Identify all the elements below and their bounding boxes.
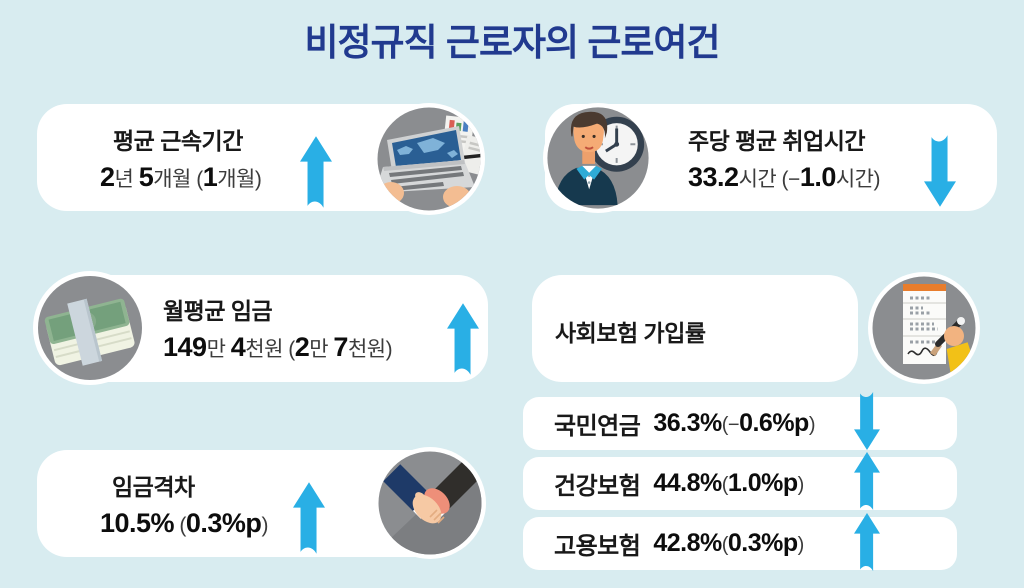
social-insurance-label: 사회보험 가입률 xyxy=(555,320,706,346)
work-hours-text: 주당 평균 취업시간 33.2시간 (−1.0시간) xyxy=(688,122,881,193)
up-arrow-icon xyxy=(854,452,880,510)
national-pension-label: 국민연금 xyxy=(554,413,641,440)
wage-label: 월평균 임금 xyxy=(163,298,273,324)
work-hours-label: 주당 평균 취업시간 xyxy=(688,128,866,154)
employment-insurance-label: 고용보험 xyxy=(554,533,641,560)
down-arrow-icon xyxy=(924,135,956,207)
wage-gap-value: 10.5% (0.3%p) xyxy=(100,508,268,538)
tenure-label: 평균 근속기간 xyxy=(113,128,243,154)
work-hours-value: 33.2시간 (−1.0시간) xyxy=(688,162,881,192)
national-pension-value: 36.3%(−0.6%p) xyxy=(653,409,815,437)
social-insurance-text: 사회보험 가입률 xyxy=(555,314,706,348)
wage-text: 월평균 임금 149만 4천원 (2만 7천원) xyxy=(163,292,393,363)
tenure-text: 평균 근속기간 2년 5개월 (1개월) xyxy=(100,122,262,193)
wage-value: 149만 4천원 (2만 7천원) xyxy=(163,332,393,362)
card-social-insurance xyxy=(532,275,858,382)
up-arrow-icon xyxy=(447,303,479,375)
wage-gap-label: 임금격차 xyxy=(112,474,195,500)
up-arrow-icon xyxy=(300,136,332,208)
laptop-worker-icon xyxy=(373,103,485,215)
up-arrow-icon xyxy=(854,512,880,572)
health-insurance-value: 44.8%(1.0%p) xyxy=(653,469,804,497)
worker-clock-icon xyxy=(543,103,653,213)
wage-gap-text: 임금격차 10.5% (0.3%p) xyxy=(100,468,268,539)
health-insurance-label: 건강보험 xyxy=(554,473,641,500)
down-arrow-icon xyxy=(854,392,880,450)
row-health-insurance: 건강보험 44.8%(1.0%p) xyxy=(523,457,957,510)
tenure-value: 2년 5개월 (1개월) xyxy=(100,162,262,192)
page-title: 비정규직 근로자의 근로여건 xyxy=(304,22,720,63)
document-signing-icon xyxy=(868,272,980,384)
up-arrow-icon xyxy=(293,482,325,554)
employment-insurance-value: 42.8%(0.3%p) xyxy=(653,529,804,557)
money-stack-icon xyxy=(33,271,147,385)
row-employment-insurance: 고용보험 42.8%(0.3%p) xyxy=(523,517,957,570)
handshake-icon xyxy=(374,447,486,559)
row-national-pension: 국민연금 36.3%(−0.6%p) xyxy=(523,397,957,450)
